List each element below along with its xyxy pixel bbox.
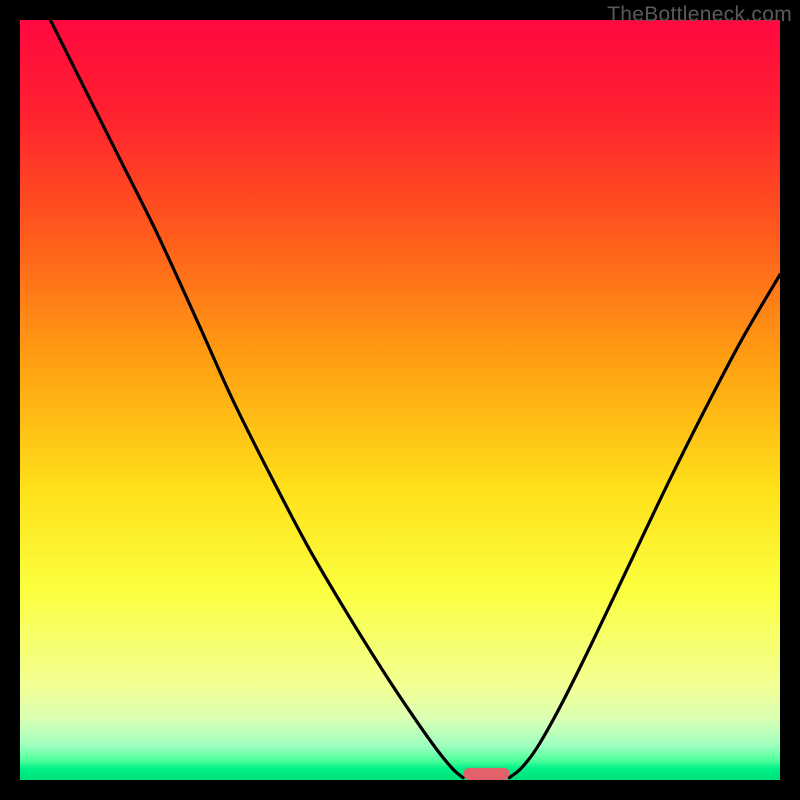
- watermark-text: TheBottleneck.com: [607, 3, 792, 27]
- gradient-background: [20, 20, 780, 780]
- bottleneck-chart: TheBottleneck.com: [0, 0, 800, 800]
- bottom-marker-pill: [463, 768, 509, 780]
- plot-svg: [0, 0, 800, 800]
